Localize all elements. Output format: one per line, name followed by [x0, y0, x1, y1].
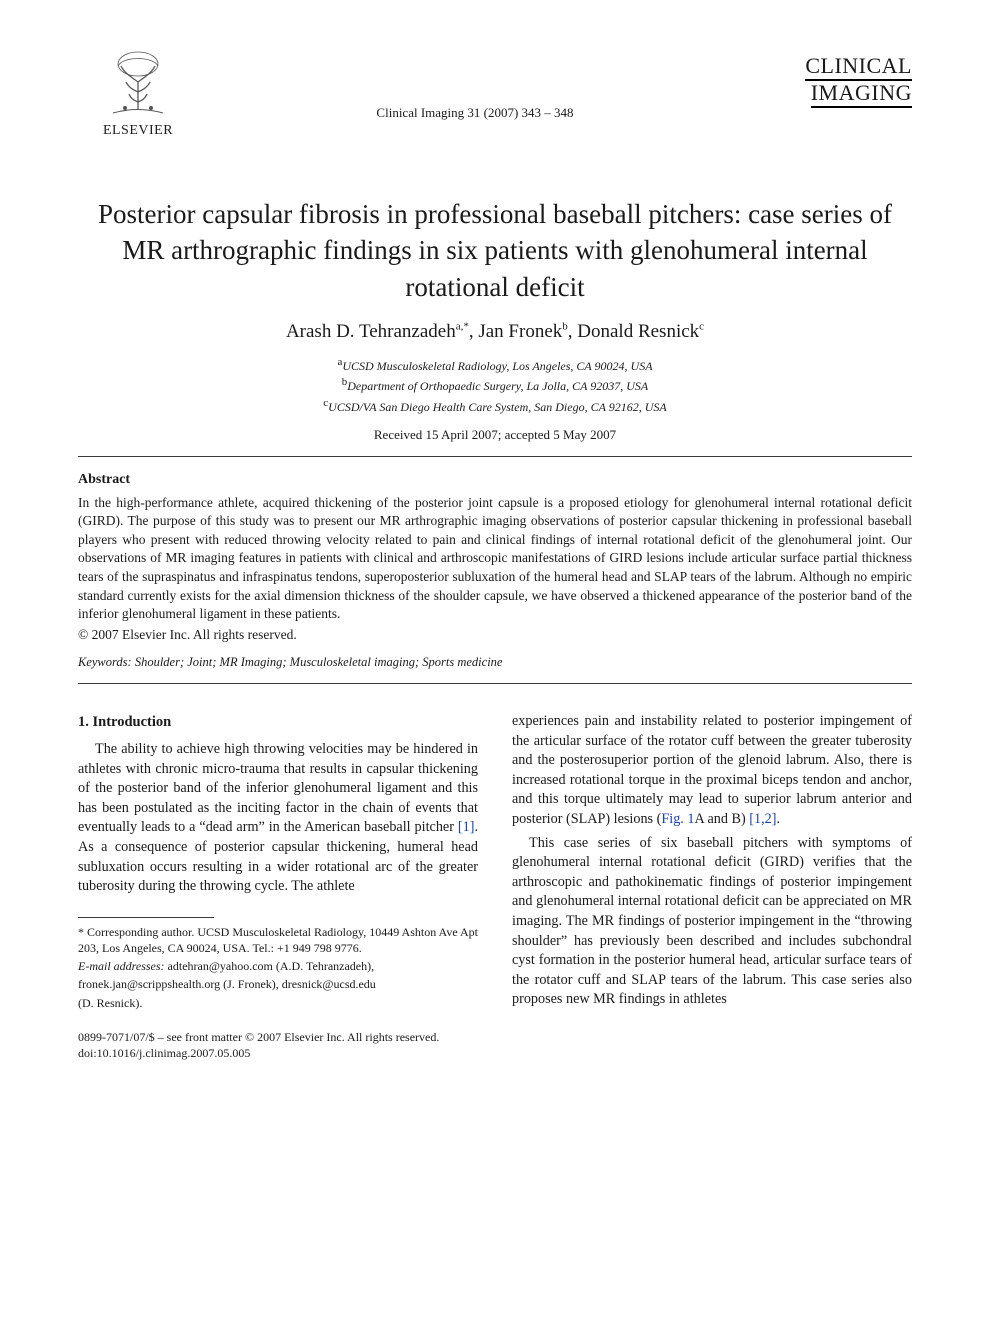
citation-ref-1-2[interactable]: [1,2] — [749, 811, 776, 827]
masthead: ELSEVIER Clinical Imaging 31 (2007) 343 … — [78, 48, 912, 158]
footnote-separator — [78, 917, 214, 918]
email-label: E-mail addresses: — [78, 959, 165, 973]
intro-para-1-cont: experiences pain and instability related… — [512, 712, 912, 830]
column-right: experiences pain and instability related… — [512, 712, 912, 1061]
affil-b: bDepartment of Orthopaedic Surgery, La J… — [78, 375, 912, 395]
page-footer: 0899-7071/07/$ – see front matter © 2007… — [78, 1029, 478, 1061]
page: ELSEVIER Clinical Imaging 31 (2007) 343 … — [0, 0, 990, 1320]
elsevier-tree-logo — [103, 48, 173, 118]
journal-title-block: CLINICAL IMAGING — [752, 48, 912, 108]
publisher-block: ELSEVIER — [78, 48, 198, 141]
footnote-block: * Corresponding author. UCSD Musculoskel… — [78, 924, 478, 1011]
keywords-text: Shoulder; Joint; MR Imaging; Musculoskel… — [132, 655, 503, 669]
email-line-3: (D. Resnick). — [78, 995, 478, 1011]
journal-title-line2: IMAGING — [811, 81, 912, 108]
author-3-affil-sup: c — [699, 321, 704, 333]
rule-bottom — [78, 683, 912, 684]
copyright-line: © 2007 Elsevier Inc. All rights reserved… — [78, 626, 912, 644]
section-1-heading: 1. Introduction — [78, 712, 478, 732]
intro-p1-a: The ability to achieve high throwing vel… — [78, 741, 478, 835]
intro-para-1: The ability to achieve high throwing vel… — [78, 740, 478, 897]
corresponding-author: * Corresponding author. UCSD Musculoskel… — [78, 924, 478, 956]
affiliations: aUCSD Musculoskeletal Radiology, Los Ang… — [78, 355, 912, 416]
column-left: 1. Introduction The ability to achieve h… — [78, 712, 478, 1061]
keywords-label: Keywords: — [78, 655, 132, 669]
journal-title-line1: CLINICAL — [805, 54, 912, 81]
email-1: adtehran@yahoo.com (A.D. Tehranzadeh), — [165, 959, 375, 973]
article-title: Posterior capsular fibrosis in professio… — [78, 196, 912, 305]
keywords: Keywords: Shoulder; Joint; MR Imaging; M… — [78, 654, 912, 671]
article-dates: Received 15 April 2007; accepted 5 May 2… — [78, 426, 912, 444]
author-2: , Jan Fronek — [469, 321, 562, 342]
intro-p1c-c: . — [776, 811, 780, 827]
abstract-text: In the high-performance athlete, acquire… — [78, 494, 912, 624]
intro-para-2: This case series of six baseball pitcher… — [512, 834, 912, 1010]
abstract-heading: Abstract — [78, 471, 912, 490]
affil-c: cUCSD/VA San Diego Health Care System, S… — [78, 396, 912, 416]
author-3: , Donald Resnick — [568, 321, 699, 342]
publisher-name: ELSEVIER — [103, 122, 173, 141]
author-1: Arash D. Tehranzadeh — [286, 321, 456, 342]
intro-p1c-b: A and B) — [694, 811, 749, 827]
email-line-2: fronek.jan@scrippshealth.org (J. Fronek)… — [78, 976, 478, 992]
rule-top — [78, 456, 912, 457]
figure-ref-1[interactable]: Fig. 1 — [661, 811, 694, 827]
front-matter-line: 0899-7071/07/$ – see front matter © 2007… — [78, 1029, 478, 1045]
doi-line: doi:10.1016/j.clinimag.2007.05.005 — [78, 1045, 478, 1061]
email-addresses: E-mail addresses: adtehran@yahoo.com (A.… — [78, 958, 478, 974]
intro-p1c-a: experiences pain and instability related… — [512, 713, 912, 827]
citation-ref-1[interactable]: [1] — [458, 819, 475, 835]
abstract-body: In the high-performance athlete, acquire… — [78, 495, 912, 622]
affil-a: aUCSD Musculoskeletal Radiology, Los Ang… — [78, 355, 912, 375]
citation-line: Clinical Imaging 31 (2007) 343 – 348 — [198, 48, 752, 122]
author-list: Arash D. Tehranzadeha,*, Jan Fronekb, Do… — [78, 319, 912, 345]
body-columns: 1. Introduction The ability to achieve h… — [78, 712, 912, 1061]
